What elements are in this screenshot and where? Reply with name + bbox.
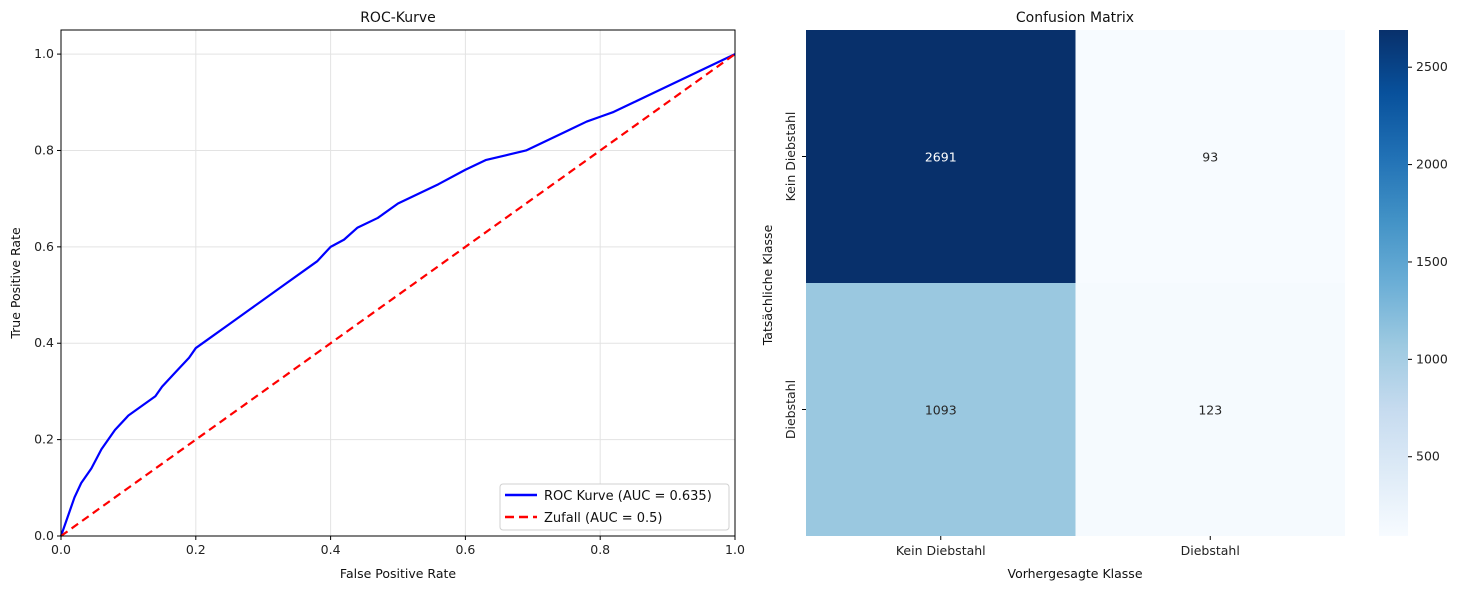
roc-ytick-label: 0.4 [34,335,54,350]
roc-xtick-label: 0.4 [321,542,341,557]
cm-cell [806,30,1076,283]
colorbar-tick-label: 1500 [1416,254,1448,269]
roc-grid [60,30,736,537]
cm-xtick-label: Diebstahl [1181,543,1240,558]
roc-curve-line [59,53,736,537]
roc-xtick-label: 0.6 [455,542,475,557]
colorbar [1379,30,1408,536]
roc-ytick-label: 1.0 [34,46,54,61]
roc-xtick-label: 0.2 [186,542,206,557]
cm-xlabel: Vorhergesagte Klasse [1007,566,1142,581]
roc-ylabel: True Positive Rate [8,227,23,340]
roc-xlabel: False Positive Rate [340,566,456,581]
cm-cells: 2691 93 1093 123 [806,30,1345,536]
roc-axes-frame [60,29,736,537]
roc-series [59,53,736,537]
colorbar-tick-label: 2000 [1416,157,1448,172]
colorbar-tick-label: 500 [1416,449,1440,464]
roc-ytick-label: 0.2 [34,432,54,447]
cm-ylabel: Tatsächliche Klasse [760,224,775,346]
cm-ytick-label: Diebstahl [783,380,798,439]
cm-cell-value: 123 [1198,403,1222,418]
roc-ytick-label: 0.8 [34,142,54,157]
roc-ytick-label: 0.6 [34,239,54,254]
cm-title: Confusion Matrix [1016,10,1134,26]
cm-cell-value: 2691 [925,150,957,165]
colorbar-tick-label: 1000 [1416,351,1448,366]
colorbar-tick-label: 2500 [1416,59,1448,74]
cm-cell-value: 93 [1202,150,1218,165]
cm-xtick-label: Kein Diebstahl [896,543,986,558]
colorbar-ticks: 500 1000 1500 2000 2500 [1408,59,1448,464]
random-baseline-line [60,53,736,537]
roc-xtick-label: 1.0 [725,542,745,557]
cm-ytick-label: Kein Diebstahl [783,112,798,202]
roc-panel: ROC-Kurve 0.0 0.2 0.4 0.6 0.8 1.0 0.0 0.2 0.4 0.6… [8,10,745,581]
cm-ticks: Kein Diebstahl Diebstahl Kein Diebstahl Die… [783,112,1240,558]
roc-xtick-label: 0.8 [590,542,610,557]
legend-random-label: Zufall (AUC = 0.5) [544,511,663,526]
roc-ticks: 0.0 0.2 0.4 0.6 0.8 1.0 0.0 0.2 0.4 0.6 0.8 1.0 [34,46,745,557]
cm-cell [806,283,1076,536]
legend-roc-label: ROC Kurve (AUC = 0.635) [544,489,712,504]
roc-xtick-label: 0.0 [51,542,71,557]
legend-box [499,483,730,531]
cm-cell [1075,30,1345,283]
cm-cell-value: 1093 [925,403,957,418]
roc-title: ROC-Kurve [360,10,436,26]
roc-ytick-label: 0.0 [34,528,54,543]
cm-cell [1075,283,1345,536]
roc-legend: ROC Kurve (AUC = 0.635) Zufall (AUC = 0.… [499,483,730,531]
confusion-panel: Confusion Matrix 2691 93 1093 123 Kein Dieb… [760,10,1448,581]
